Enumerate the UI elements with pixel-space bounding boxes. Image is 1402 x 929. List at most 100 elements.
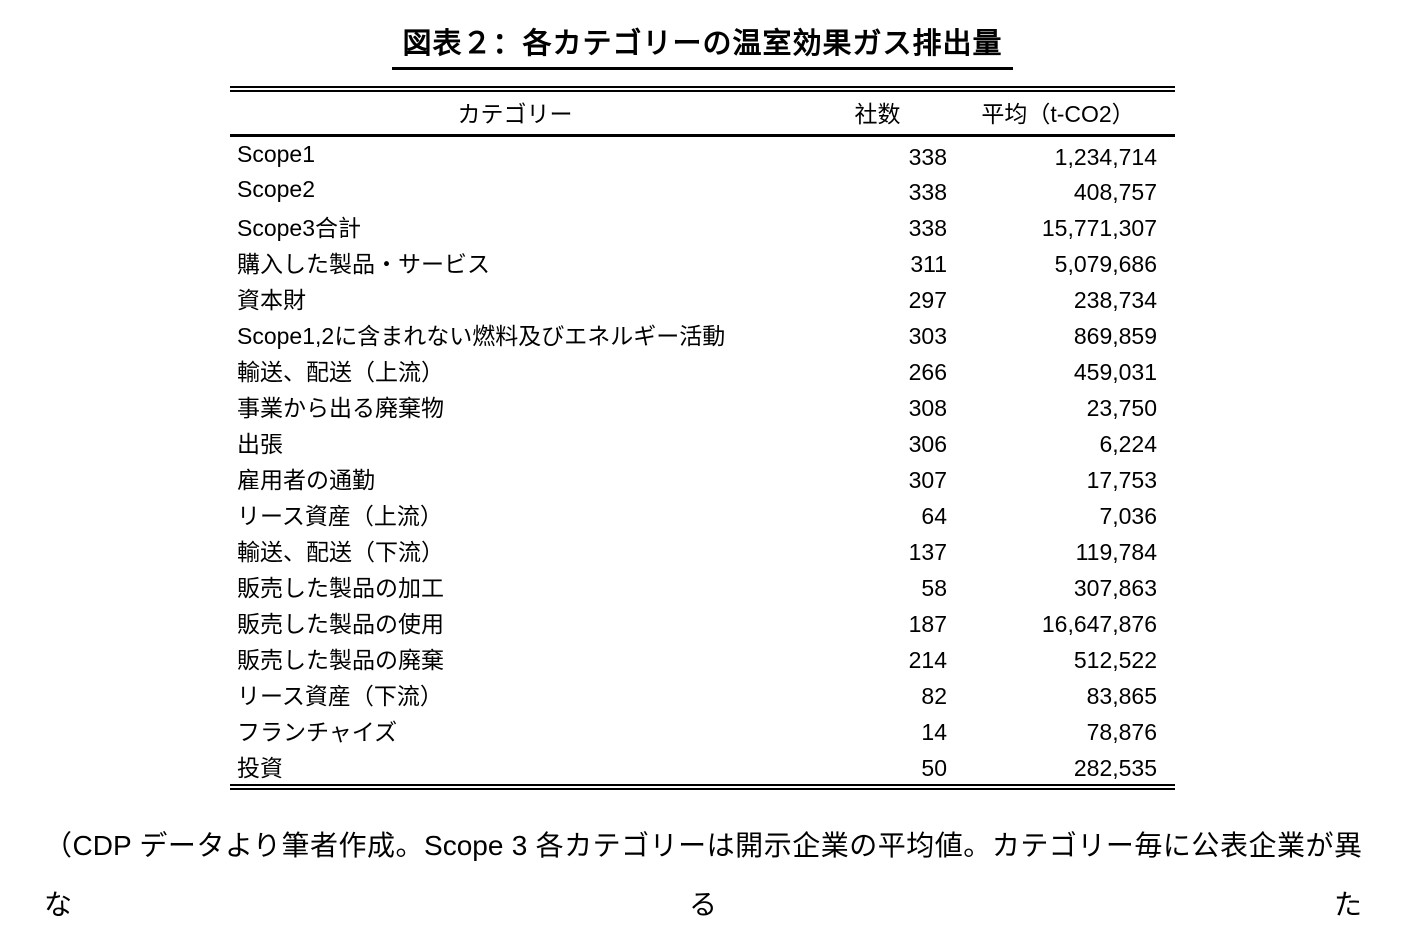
column-header-count: 社数: [800, 89, 955, 137]
average-value: 512,522: [1073, 647, 1157, 673]
count-value: 266: [908, 359, 947, 385]
average-value: 17,753: [1086, 467, 1157, 493]
count-value: 82: [921, 683, 947, 709]
table-row: Scope1,2に含まれない燃料及びエネルギー活動 303 869,859: [230, 316, 1175, 352]
count-cell: 214: [800, 640, 955, 676]
category-cell: 販売した製品の使用: [237, 610, 444, 637]
count-value: 58: [921, 575, 947, 601]
average-cell: 6,224: [955, 424, 1175, 460]
average-value: 23,750: [1086, 395, 1157, 421]
table-row: Scope2 338 408,757: [230, 172, 1175, 208]
table-row: リース資産（下流） 82 83,865: [230, 676, 1175, 712]
average-value: 83,865: [1086, 683, 1157, 709]
average-cell: 5,079,686: [955, 244, 1175, 280]
count-value: 338: [908, 179, 947, 205]
count-value: 50: [921, 755, 947, 781]
average-cell: 459,031: [955, 352, 1175, 388]
average-value: 307,863: [1073, 575, 1157, 601]
category-cell: 輸送、配送（上流）: [237, 358, 444, 385]
average-cell: 15,771,307: [955, 208, 1175, 244]
category-cell: リース資産（下流）: [237, 682, 443, 709]
category-cell: 資本財: [237, 286, 306, 313]
count-value: 338: [908, 143, 947, 170]
average-cell: 23,750: [955, 388, 1175, 424]
source-note: （CDP データより筆者作成。Scope 3 各カテゴリーは開示企業の平均値。カ…: [44, 816, 1362, 929]
average-value: 119,784: [1075, 539, 1157, 565]
average-cell: 119,784: [955, 532, 1175, 568]
category-cell: 雇用者の通勤: [237, 466, 375, 493]
table-row: 出張 306 6,224: [230, 424, 1175, 460]
average-cell: 7,036: [955, 496, 1175, 532]
category-cell: 購入した製品・サービス: [237, 250, 490, 277]
table-row: リース資産（上流） 64 7,036: [230, 496, 1175, 532]
average-value: 16,647,876: [1041, 611, 1157, 637]
average-value: 7,036: [1099, 503, 1157, 529]
average-value: 238,734: [1073, 287, 1157, 313]
count-cell: 311: [800, 244, 955, 280]
column-header-average: 平均（t-CO2）: [955, 89, 1175, 137]
average-cell: 869,859: [955, 316, 1175, 352]
count-value: 307: [908, 467, 947, 493]
average-value: 15,771,307: [1041, 215, 1157, 241]
category-cell: 販売した製品の加工: [237, 574, 444, 601]
average-value: 459,031: [1073, 359, 1157, 385]
count-value: 338: [908, 215, 947, 241]
table-row: 事業から出る廃棄物 308 23,750: [230, 388, 1175, 424]
average-cell: 307,863: [955, 568, 1175, 604]
average-value: 5,079,686: [1054, 251, 1157, 277]
table-body: Scope1 338 1,234,714 Scope2 338 408,757 …: [230, 136, 1175, 787]
count-value: 311: [910, 251, 947, 277]
average-cell: 282,535: [955, 748, 1175, 787]
count-cell: 187: [800, 604, 955, 640]
count-cell: 338: [800, 172, 955, 208]
table-row: Scope1 338 1,234,714: [230, 136, 1175, 172]
title-row: 図表２：各カテゴリーの温室効果ガス排出量: [230, 0, 1175, 70]
count-value: 303: [908, 323, 947, 349]
count-value: 137: [908, 539, 947, 565]
table-header-row: カテゴリー 社数 平均（t-CO2）: [230, 89, 1175, 137]
count-cell: 338: [800, 136, 955, 172]
count-cell: 50: [800, 748, 955, 787]
page-title: 図表２：各カテゴリーの温室効果ガス排出量: [392, 20, 1013, 70]
table-row: 輸送、配送（上流） 266 459,031: [230, 352, 1175, 388]
count-cell: 137: [800, 532, 955, 568]
count-cell: 306: [800, 424, 955, 460]
count-cell: 266: [800, 352, 955, 388]
average-cell: 78,876: [955, 712, 1175, 748]
count-cell: 82: [800, 676, 955, 712]
table-row: 購入した製品・サービス 311 5,079,686: [230, 244, 1175, 280]
count-value: 187: [908, 611, 947, 637]
table-header: カテゴリー 社数 平均（t-CO2）: [230, 89, 1175, 137]
average-cell: 1,234,714: [955, 136, 1175, 172]
average-value: 6,224: [1099, 431, 1157, 457]
table-row: 輸送、配送（下流） 137 119,784: [230, 532, 1175, 568]
category-cell: 輸送、配送（下流）: [237, 538, 444, 565]
count-cell: 338: [800, 208, 955, 244]
table-row: 販売した製品の廃棄 214 512,522: [230, 640, 1175, 676]
count-cell: 307: [800, 460, 955, 496]
count-value: 64: [921, 503, 947, 529]
table-row: 販売した製品の加工 58 307,863: [230, 568, 1175, 604]
category-cell: 販売した製品の廃棄: [237, 646, 444, 673]
average-value: 282,535: [1073, 755, 1157, 781]
count-value: 297: [908, 287, 947, 313]
count-cell: 58: [800, 568, 955, 604]
table-row: Scope3合計 338 15,771,307: [230, 208, 1175, 244]
category-cell: Scope2: [237, 176, 316, 202]
category-cell: フランチャイズ: [237, 718, 398, 745]
category-cell: リース資産（上流）: [237, 502, 443, 529]
figure-container: 図表２：各カテゴリーの温室効果ガス排出量 カテゴリー 社数 平均（t-CO2） …: [230, 0, 1175, 790]
average-value: 1,234,714: [1054, 143, 1157, 170]
count-value: 308: [908, 395, 947, 421]
table-row: 投資 50 282,535: [230, 748, 1175, 787]
average-value: 78,876: [1086, 719, 1157, 745]
table-row: フランチャイズ 14 78,876: [230, 712, 1175, 748]
count-value: 214: [908, 647, 947, 673]
average-cell: 83,865: [955, 676, 1175, 712]
category-cell: 出張: [237, 430, 283, 457]
table-row: 資本財 297 238,734: [230, 280, 1175, 316]
count-cell: 14: [800, 712, 955, 748]
average-value: 408,757: [1073, 179, 1157, 205]
average-value: 869,859: [1073, 323, 1157, 349]
count-value: 14: [921, 719, 947, 745]
